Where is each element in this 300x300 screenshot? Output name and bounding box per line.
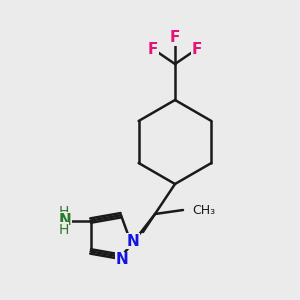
Text: N: N (116, 252, 128, 267)
Text: F: F (148, 41, 158, 56)
Text: N: N (126, 234, 139, 249)
Text: H: H (58, 205, 69, 219)
Text: F: F (192, 41, 202, 56)
Text: H: H (58, 223, 69, 237)
Text: N: N (58, 213, 71, 228)
Text: F: F (170, 31, 180, 46)
Text: CH₃: CH₃ (192, 203, 215, 217)
